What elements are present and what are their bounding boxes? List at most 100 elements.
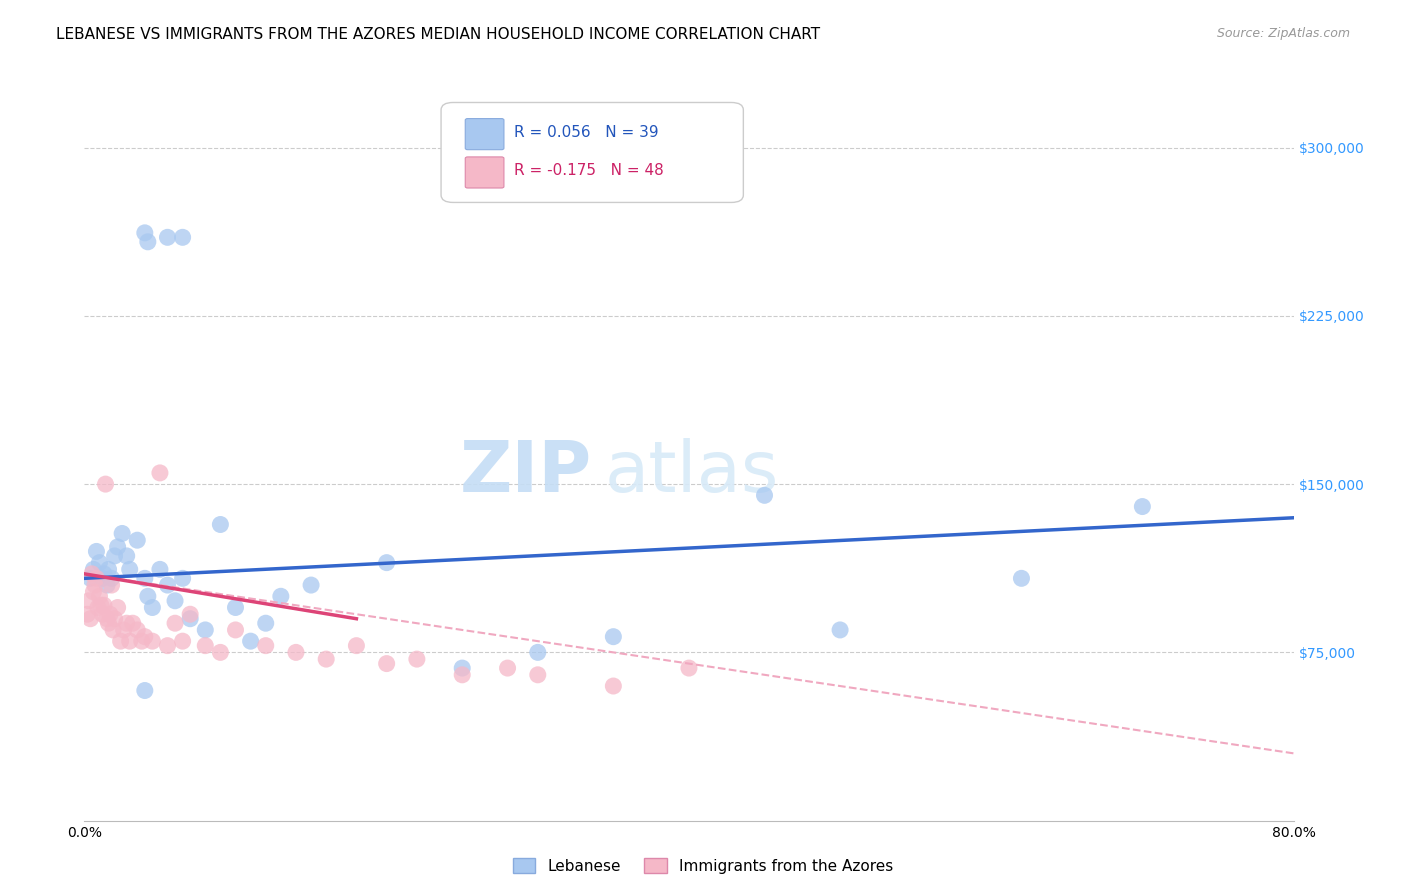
Point <box>451 668 474 682</box>
Point <box>172 634 194 648</box>
Point <box>121 616 143 631</box>
Point <box>79 571 101 585</box>
Point <box>165 616 187 631</box>
Point <box>87 600 110 615</box>
Point <box>270 589 292 603</box>
Point <box>118 634 141 648</box>
Point <box>96 612 118 626</box>
Point <box>86 544 108 558</box>
Point <box>602 679 624 693</box>
Point <box>104 612 127 626</box>
Point <box>1130 500 1153 514</box>
Text: R = 0.056   N = 39: R = 0.056 N = 39 <box>513 125 658 139</box>
Point <box>134 226 156 240</box>
FancyBboxPatch shape <box>441 103 744 202</box>
Point <box>100 578 122 592</box>
Point <box>91 571 114 585</box>
Point <box>100 571 122 585</box>
Point <box>115 549 138 563</box>
Point <box>172 230 194 244</box>
Point <box>375 556 398 570</box>
Point <box>406 652 429 666</box>
Point <box>141 600 163 615</box>
Point <box>156 639 179 653</box>
Point <box>93 599 115 613</box>
Point <box>82 562 104 576</box>
Point <box>194 623 217 637</box>
Text: R = -0.175   N = 48: R = -0.175 N = 48 <box>513 163 664 178</box>
Point <box>678 661 700 675</box>
Point <box>165 594 187 608</box>
Point <box>111 526 134 541</box>
Point <box>134 630 156 644</box>
Point <box>89 589 111 603</box>
Point <box>84 578 107 592</box>
Point <box>107 600 129 615</box>
Point <box>149 466 172 480</box>
Point <box>110 634 132 648</box>
Point <box>91 607 114 622</box>
Point <box>89 556 111 570</box>
Point <box>141 634 163 648</box>
Point <box>80 566 103 581</box>
Point <box>115 616 138 631</box>
Point <box>101 623 124 637</box>
Legend: Lebanese, Immigrants from the Azores: Lebanese, Immigrants from the Azores <box>506 852 900 880</box>
Point <box>97 562 120 576</box>
Point <box>209 517 232 532</box>
Point <box>127 533 149 548</box>
Point <box>134 683 156 698</box>
Point <box>299 578 322 592</box>
Point <box>79 612 101 626</box>
Point <box>118 562 141 576</box>
Point <box>346 639 368 653</box>
Point <box>134 571 156 585</box>
Point <box>225 623 247 637</box>
Point <box>527 645 550 659</box>
Point <box>104 549 127 563</box>
Point <box>86 571 108 585</box>
Point <box>97 616 120 631</box>
Point <box>527 668 550 682</box>
Point <box>254 639 277 653</box>
Text: atlas: atlas <box>605 438 779 508</box>
Point <box>107 540 129 554</box>
Point <box>94 477 117 491</box>
Point <box>254 616 277 631</box>
Point <box>131 634 153 648</box>
Point <box>149 562 172 576</box>
Point <box>179 607 201 622</box>
Text: ZIP: ZIP <box>460 438 592 508</box>
Text: Source: ZipAtlas.com: Source: ZipAtlas.com <box>1216 27 1350 40</box>
Point <box>209 645 232 659</box>
Point <box>112 623 135 637</box>
Point <box>375 657 398 671</box>
Point <box>194 639 217 653</box>
Text: LEBANESE VS IMMIGRANTS FROM THE AZORES MEDIAN HOUSEHOLD INCOME CORRELATION CHART: LEBANESE VS IMMIGRANTS FROM THE AZORES M… <box>56 27 820 42</box>
FancyBboxPatch shape <box>465 157 503 188</box>
Point <box>1011 571 1033 585</box>
Point <box>156 230 179 244</box>
Point <box>225 600 247 615</box>
Point <box>136 589 159 603</box>
Point <box>285 645 308 659</box>
Point <box>76 607 98 622</box>
Point <box>96 578 118 592</box>
Point <box>179 612 201 626</box>
Point <box>77 594 100 608</box>
Point <box>496 661 519 675</box>
Point <box>239 634 262 648</box>
Point <box>754 488 776 502</box>
Point <box>172 571 194 585</box>
Point <box>830 623 852 637</box>
FancyBboxPatch shape <box>465 119 503 150</box>
Point <box>451 661 474 675</box>
Point <box>136 235 159 249</box>
Point <box>90 599 112 613</box>
Point <box>602 630 624 644</box>
Point <box>127 623 149 637</box>
Point <box>82 584 104 599</box>
Point <box>315 652 337 666</box>
Point <box>93 566 115 581</box>
Point <box>156 578 179 592</box>
